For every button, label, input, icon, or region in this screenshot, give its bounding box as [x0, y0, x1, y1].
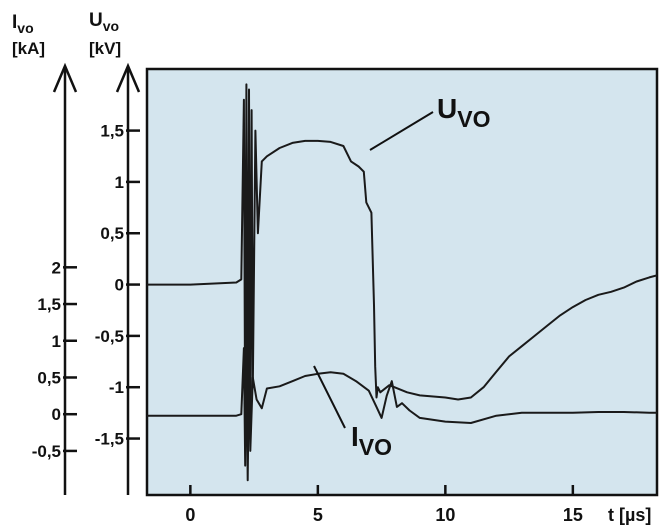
- current-tick-label: 0,5: [37, 368, 61, 387]
- current-axis-ticks: -0,5 0 0,5 1 1,5 2: [32, 258, 77, 461]
- x-axis-ticks: 0 5 10 15: [185, 485, 583, 525]
- uvo-leader-line: [369, 111, 434, 151]
- uvo-annotation: UVO: [437, 93, 490, 132]
- current-tick-label: 0: [52, 405, 61, 424]
- x-axis-label: t [µs]: [608, 505, 651, 525]
- x-tick-label: 10: [435, 505, 455, 525]
- voltage-axis-ticks: -1,5 -1 -0,5 0 0,5 1 1,5: [95, 122, 140, 449]
- current-tick-label: 2: [52, 258, 61, 277]
- voltage-tick-label: 1,5: [100, 122, 124, 141]
- x-tick-label: 5: [313, 505, 323, 525]
- voltage-tick-label: 1: [115, 173, 124, 192]
- x-tick-label: 0: [185, 505, 195, 525]
- current-tick-label: 1,5: [37, 295, 61, 314]
- voltage-axis-arrow: [115, 62, 141, 93]
- voltage-axis-symbol: Uvo: [89, 10, 119, 34]
- current-axis-unit: [kA]: [12, 39, 45, 58]
- voltage-axis-unit: [kV]: [89, 39, 121, 58]
- plot-background: [145, 67, 659, 497]
- voltage-tick-label: -1,5: [95, 430, 124, 449]
- ivo-leader-line: [313, 365, 346, 429]
- current-axis-arrow: [52, 62, 78, 93]
- voltage-tick-label: -1: [109, 378, 124, 397]
- traces: [147, 83, 657, 482]
- voltage-tick-label: 0: [115, 276, 124, 295]
- ivo-annotation: IVO: [351, 421, 392, 460]
- x-tick-label: 15: [563, 505, 583, 525]
- series-ivo-line: [147, 336, 657, 482]
- voltage-tick-label: 0,5: [100, 224, 124, 243]
- current-tick-label: -0,5: [32, 442, 61, 461]
- current-axis-symbol: Ivo: [12, 12, 34, 36]
- current-tick-label: 1: [52, 332, 61, 351]
- voltage-tick-label: -0,5: [95, 327, 124, 346]
